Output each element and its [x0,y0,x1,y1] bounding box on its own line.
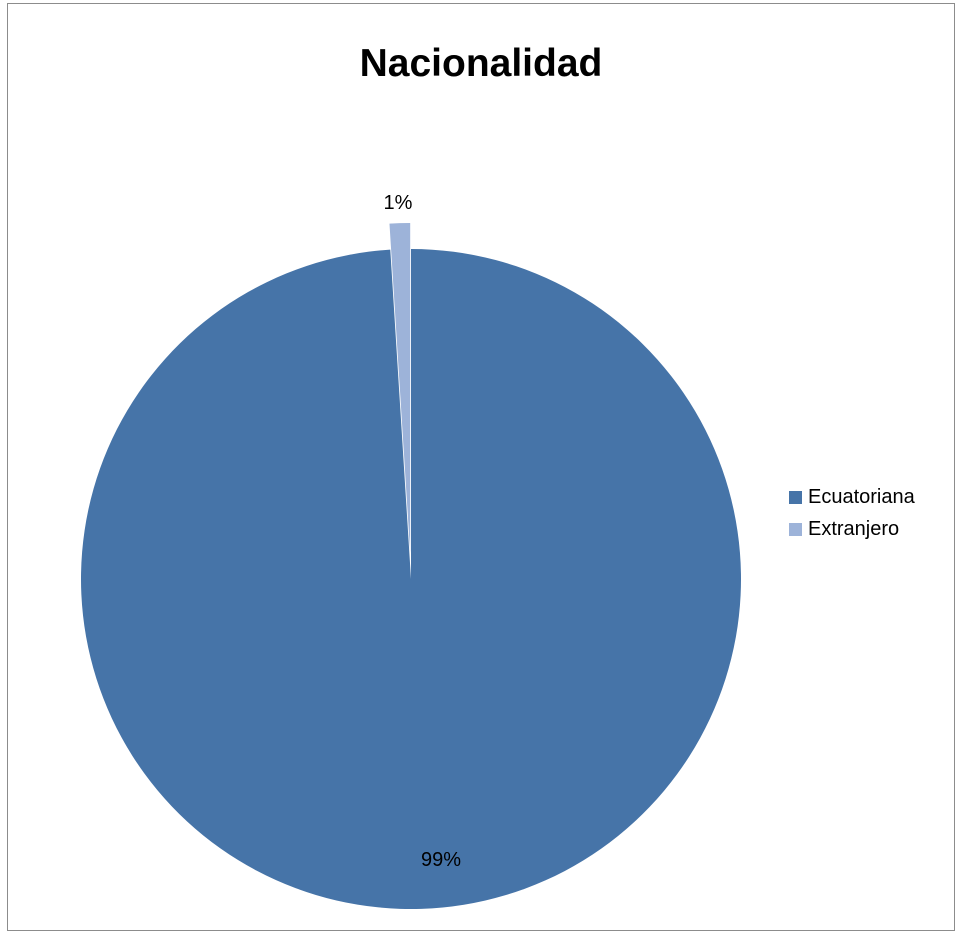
legend-item-ecuatoriana: Ecuatoriana [789,481,915,513]
pie-slice-ecuatoriana [80,249,742,910]
legend: Ecuatoriana Extranjero [789,481,915,545]
legend-label-ecuatoriana: Ecuatoriana [808,485,915,508]
legend-swatch-ecuatoriana [789,490,802,504]
legend-swatch-extranjero [789,522,802,536]
chart-title: Nacionalidad [359,42,603,85]
pie-slice-extranjero [389,223,411,554]
data-label-extranjero: 1% [384,192,413,214]
legend-item-extranjero: Extranjero [789,513,915,545]
data-label-ecuatoriana: 99% [421,849,461,871]
legend-label-extranjero: Extranjero [808,517,900,540]
